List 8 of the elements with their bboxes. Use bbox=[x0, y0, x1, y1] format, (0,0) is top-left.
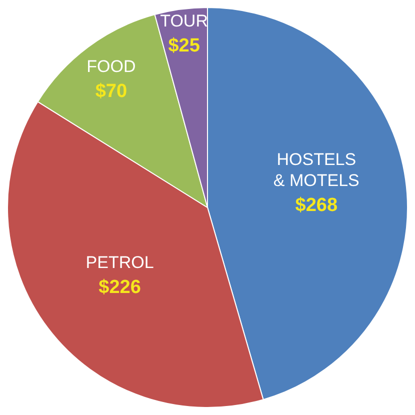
data-label: $70 bbox=[95, 81, 128, 102]
data-label: $25 bbox=[168, 36, 200, 57]
slice-label: HOSTELS & MOTELS bbox=[273, 150, 360, 190]
slice-label: TOUR bbox=[160, 12, 208, 31]
slice-label: PETROL bbox=[86, 252, 154, 272]
data-label: $226 bbox=[98, 276, 141, 298]
slice-label: FOOD bbox=[86, 57, 136, 76]
data-label: $268 bbox=[295, 195, 338, 216]
